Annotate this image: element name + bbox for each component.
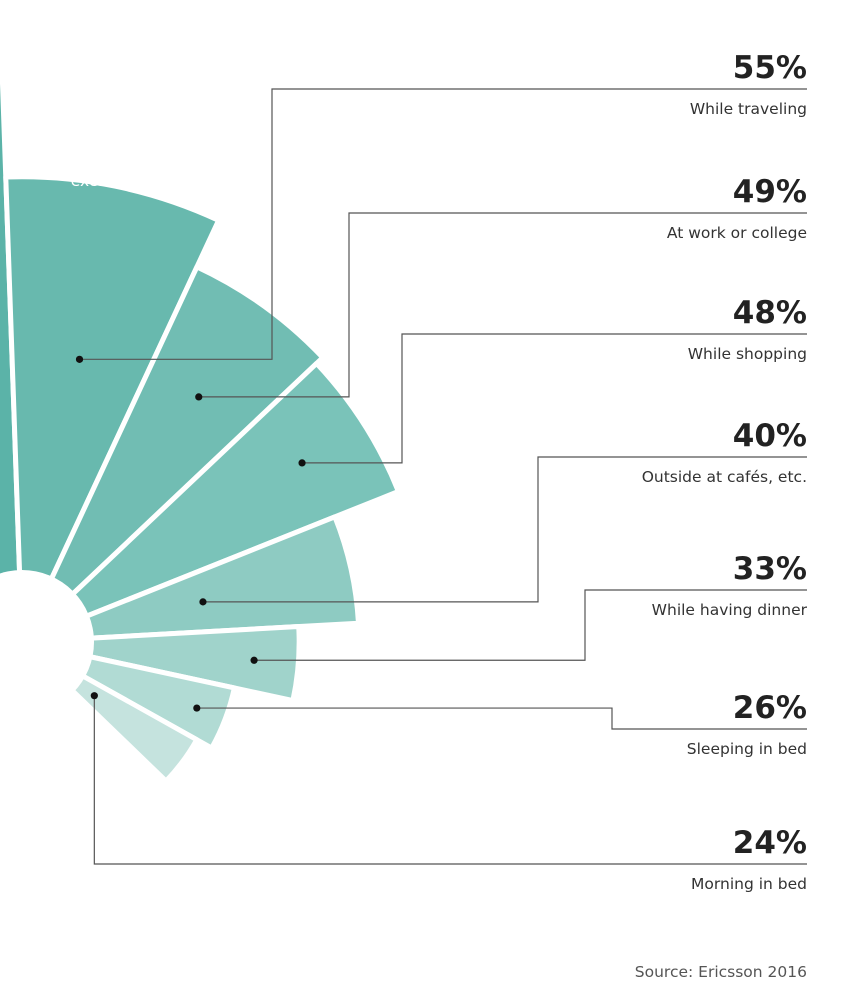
pie-slice-outside-at-caf-s-etc xyxy=(19,514,361,645)
data-label-name-at-work-or-college: At work or college xyxy=(667,224,807,242)
data-label-name-while-exercising-line2: exercising xyxy=(71,172,149,190)
data-label-name-morning-in-bed: Morning in bed xyxy=(691,875,807,893)
data-label-name-while-shopping: While shopping xyxy=(688,345,807,363)
data-label-value-sleeping-in-bed: 26% xyxy=(733,690,807,726)
leader-dot-at-work-or-college xyxy=(195,393,203,401)
leader-line-while-traveling xyxy=(79,88,807,360)
data-label-name-outside-at-caf-s-etc: Outside at cafés, etc. xyxy=(642,468,807,486)
data-label-name-while-exercising-line1: While xyxy=(88,149,131,167)
leader-dot-while-having-dinner xyxy=(250,656,258,664)
leader-line-sleeping-in-bed xyxy=(196,707,807,730)
data-label-value-outside-at-caf-s-etc: 40% xyxy=(733,418,807,454)
leader-line-morning-in-bed xyxy=(93,695,807,865)
data-label-value-morning-in-bed: 24% xyxy=(733,825,807,861)
leader-dot-sleeping-in-bed xyxy=(193,704,201,712)
data-label-value-while-exercising: 67% xyxy=(77,109,146,143)
chart-center-hole xyxy=(0,570,94,714)
pie-slice-at-work-or-college xyxy=(19,264,326,645)
leader-dot-while-shopping xyxy=(298,459,306,467)
pie-slice-while-shopping xyxy=(19,360,401,645)
chart-sectors xyxy=(0,72,401,784)
leader-dot-morning-in-bed xyxy=(90,692,98,700)
pie-slice-while-traveling xyxy=(3,174,222,645)
data-label-value-while-shopping: 48% xyxy=(733,295,807,331)
data-label-value-while-traveling: 55% xyxy=(733,50,807,86)
leader-dot-while-traveling xyxy=(75,355,84,363)
leader-lines xyxy=(75,88,807,865)
leader-line-at-work-or-college xyxy=(198,212,807,398)
leader-line-while-having-dinner xyxy=(254,589,807,661)
leader-dot-outside-at-caf-s-etc xyxy=(199,598,207,606)
data-label-value-at-work-or-college: 49% xyxy=(733,174,807,210)
data-label-value-while-having-dinner: 33% xyxy=(733,551,807,587)
data-label-name-while-having-dinner: While having dinner xyxy=(652,601,808,619)
category-labels: 55% While traveling 49% At work or college 4… xyxy=(642,50,808,893)
data-label-name-sleeping-in-bed: Sleeping in bed xyxy=(687,740,807,758)
source-note: Source: Ericsson 2016 xyxy=(635,963,807,981)
leader-line-while-shopping xyxy=(302,333,807,464)
leader-line-outside-at-caf-s-etc xyxy=(202,456,807,603)
data-label-name-while-traveling: While traveling xyxy=(690,100,807,118)
